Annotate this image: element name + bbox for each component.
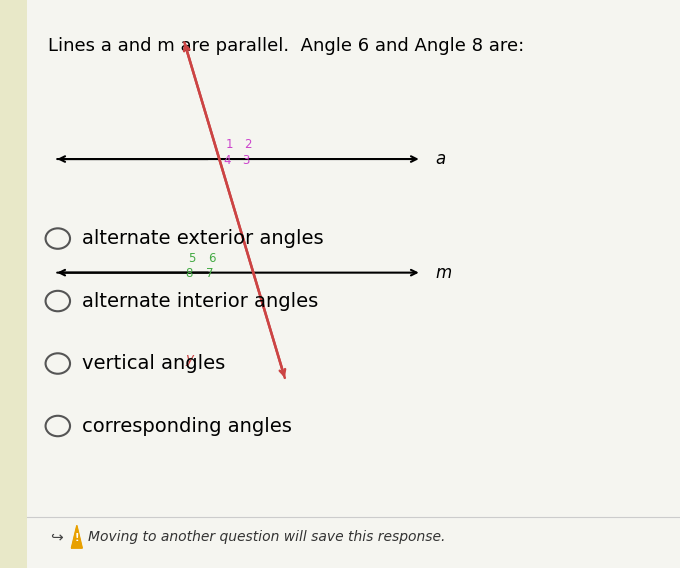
Text: $a$: $a$ [435, 150, 446, 168]
Text: 2: 2 [244, 139, 252, 151]
Text: 8: 8 [186, 268, 192, 280]
Text: 1: 1 [226, 139, 234, 151]
Text: vertical angles: vertical angles [82, 354, 225, 373]
Text: $\hookrightarrow$: $\hookrightarrow$ [48, 529, 65, 544]
Text: 7: 7 [205, 268, 214, 280]
Text: $m$: $m$ [435, 264, 452, 282]
Text: !: ! [75, 533, 79, 543]
Text: 4: 4 [223, 154, 231, 166]
Text: alternate interior angles: alternate interior angles [82, 291, 318, 311]
Text: Lines a and m are parallel.  Angle 6 and Angle 8 are:: Lines a and m are parallel. Angle 6 and … [48, 37, 524, 55]
Text: Moving to another question will save this response.: Moving to another question will save thi… [88, 530, 446, 544]
Text: $y$: $y$ [185, 353, 196, 368]
Text: corresponding angles: corresponding angles [82, 416, 292, 436]
Text: 3: 3 [243, 154, 250, 166]
Polygon shape [71, 525, 82, 548]
Text: 6: 6 [208, 252, 216, 265]
Text: alternate exterior angles: alternate exterior angles [82, 229, 323, 248]
FancyBboxPatch shape [0, 0, 27, 568]
Text: 5: 5 [188, 252, 195, 265]
